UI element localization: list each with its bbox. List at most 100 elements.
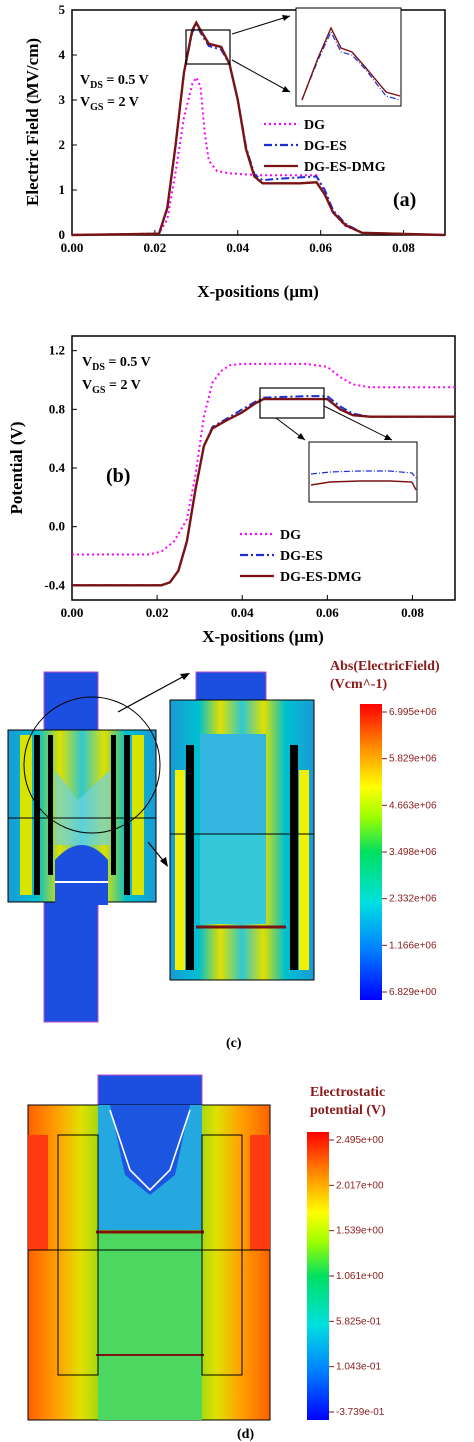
arrowhead-upper	[180, 673, 190, 680]
x-tick-label: 0.08	[392, 240, 415, 255]
zoom-gate-right	[299, 770, 309, 970]
y-tick-label: 5	[59, 2, 66, 17]
y-tick-label: 1.2	[49, 343, 65, 358]
legend: DG DG-ES DG-ES-DMG	[240, 528, 362, 585]
spacer-right	[111, 735, 116, 875]
vgs-value: = 2 V	[105, 378, 140, 393]
device-structure-zoom	[169, 671, 315, 981]
x-tick-label: 0.06	[309, 240, 332, 255]
zoom-oxide-right	[290, 745, 298, 970]
x-tick-label: 0.08	[401, 605, 424, 620]
inset-dg-es-dmg-curve	[301, 26, 401, 101]
colorbar-tick-label: 6.829e+00	[389, 987, 437, 998]
arrowhead-lower	[282, 86, 290, 92]
colorbar-tick-label: 1.539e+00	[336, 1226, 384, 1237]
legend: DG DG-ES DG-ES-DMG	[264, 118, 386, 175]
spacer-left	[48, 735, 53, 875]
y-tick-label: 0.8	[49, 401, 66, 416]
y-tick-label: 4	[59, 47, 66, 62]
x-tick-label: 0.00	[61, 605, 84, 620]
colorbar-tick-label: 4.663e+06	[389, 800, 437, 811]
inset-dg-es-curve	[310, 470, 417, 479]
zoom-arrow-upper	[231, 15, 291, 35]
colorbar-tick-label: 6.995e+06	[389, 707, 437, 718]
lower-well	[55, 845, 108, 905]
legend-label: DG-ES-DMG	[280, 570, 362, 585]
x-tick-label: 0.02	[146, 605, 169, 620]
vds-value: = 0.5 V	[105, 355, 151, 370]
vds-value: = 0.5 V	[103, 73, 149, 88]
y-tick-label: 2	[59, 137, 66, 152]
colorbar-ticks: 6.995e+06 5.829e+06 4.663e+06 3.498e+06 2.33…	[382, 707, 437, 998]
x-tick-label: 0.04	[226, 240, 249, 255]
y-tick-label: 3	[59, 92, 66, 107]
series-lines	[71, 20, 446, 237]
oxide-left	[34, 735, 40, 895]
arrowhead-left	[297, 433, 305, 440]
device-structure-left	[7, 671, 161, 1023]
y-ticks: -0.4 0.0 0.4 0.8 1.2	[44, 343, 77, 592]
series-line-dg-es	[72, 395, 455, 587]
legend-label: DG-ES	[304, 139, 347, 154]
panel-d-electrostatic-potential-contour: Electrostatic potential (V) 2.495e+00 2.0…	[27, 1074, 386, 1442]
colorbar-tick-label: 2.017e+00	[336, 1180, 384, 1191]
y-axis-label: Electric Field (MV/cm)	[23, 38, 42, 206]
colorbar-title-line2: (Vcm^-1)	[330, 677, 387, 692]
y-tick-label: 0.4	[49, 460, 66, 475]
colorbar-ticks: 2.495e+00 2.017e+00 1.539e+00 1.061e+00 5.82…	[329, 1135, 385, 1418]
colorbar	[307, 1132, 329, 1420]
channel-core	[55, 770, 110, 845]
legend-label: DG-ES-DMG	[304, 160, 386, 175]
oxide-right	[124, 735, 130, 895]
x-tick-label: 0.02	[144, 240, 167, 255]
legend-label: DG	[280, 528, 301, 543]
y-axis-label: Potential (V)	[7, 421, 26, 514]
arrowhead-lower	[160, 857, 168, 867]
panel-label-d: (d)	[237, 1427, 254, 1442]
x-tick-label: 0.00	[61, 240, 84, 255]
x-axis-label: X-positions (μm)	[197, 282, 319, 301]
colorbar-tick-label: 2.332e+06	[389, 894, 437, 905]
colorbar-tick-label: 2.495e+00	[336, 1135, 384, 1146]
series-line-dg	[71, 75, 446, 236]
zoom-arrow-right	[323, 405, 393, 441]
channel-depletion	[110, 1105, 190, 1195]
x-ticks: 0.00 0.02 0.04 0.06 0.08	[61, 230, 415, 255]
zoom-arrow-lower	[231, 59, 291, 93]
colorbar-title-line2: potential (V)	[310, 1103, 386, 1118]
x-tick-label: 0.04	[231, 605, 254, 620]
x-tick-label: 0.06	[316, 605, 339, 620]
y-tick-label: -0.4	[44, 577, 65, 592]
panel-b-potential-chart: 0.00 0.02 0.04 0.06 0.08 -0.4 0.0 0.4 0.8 1.2 X-…	[7, 335, 456, 646]
vgs-condition: VGS = 2 V	[80, 95, 139, 113]
series-line-dg	[72, 362, 455, 556]
series-lines	[72, 362, 455, 587]
arrowhead-right	[384, 434, 392, 440]
colorbar-tick-label: 1.061e+00	[336, 1271, 384, 1282]
panel-label-a: (a)	[393, 189, 416, 211]
colorbar	[360, 704, 382, 1000]
channel-lower	[98, 1234, 202, 1420]
y-tick-label: 0.0	[49, 519, 65, 534]
vds-condition: VDS = 0.5 V	[82, 355, 151, 373]
inset-dg-es-dmg-curve	[310, 480, 417, 491]
colorbar-tick-label: 5.829e+06	[389, 754, 437, 765]
gate-outline-right	[201, 1134, 243, 1376]
legend-label: DG	[304, 118, 325, 133]
panel-label-b: (b)	[106, 465, 130, 487]
colorbar-tick-label: -3.739e-01	[336, 1407, 385, 1418]
colorbar-tick-label: 1.166e+06	[389, 940, 437, 951]
gate-left-high	[28, 1135, 48, 1250]
zoom-box	[185, 29, 231, 65]
zoom-oxide-left	[186, 745, 194, 970]
zoom-lower-channel	[200, 834, 266, 924]
series-line-dg-es-dmg	[72, 397, 455, 587]
panel-c-electric-field-contour: Abs(ElectricField) (Vcm^-1) 6.995e+06 5.8…	[7, 659, 440, 1051]
series-line-dg-es-dmg	[71, 20, 446, 237]
panel-label-c: (c)	[226, 1036, 242, 1051]
zoom-gate-left	[175, 770, 185, 970]
colorbar-tick-label: 1.043e-01	[336, 1362, 381, 1373]
gate-right-high	[250, 1135, 270, 1250]
colorbar-title-line1: Electrostatic	[310, 1085, 385, 1100]
